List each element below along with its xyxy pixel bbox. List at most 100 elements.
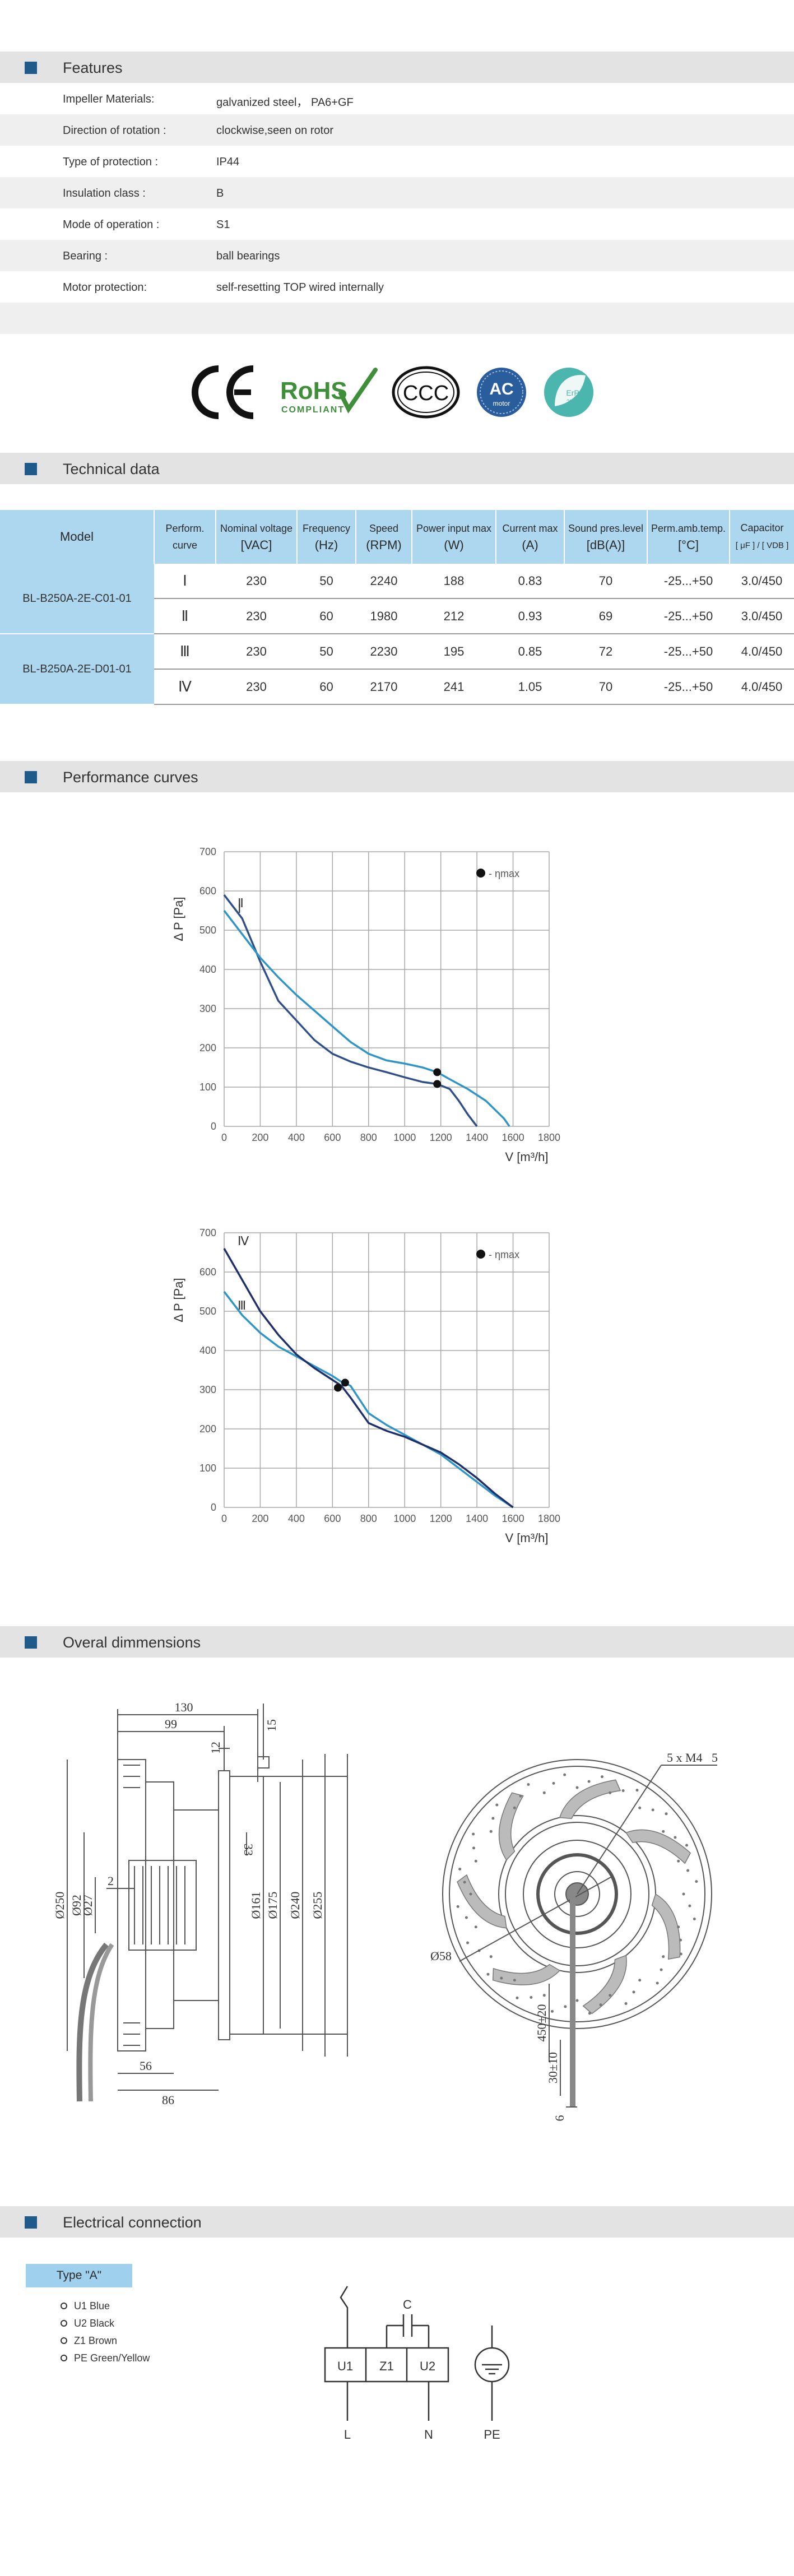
- table-cell: 230: [216, 564, 297, 599]
- table-cell: -25...+50: [647, 598, 730, 634]
- table-row: Ⅱ 230 60 1980 212 0.93 69 -25...+50 3.0/…: [0, 598, 794, 634]
- rivet: [665, 1812, 668, 1816]
- rivet: [609, 1994, 612, 1997]
- x-tick-label: 1600: [502, 1132, 524, 1143]
- x-tick-label: 1000: [393, 1513, 416, 1524]
- section-marker: [25, 1636, 37, 1649]
- x-tick-label: 200: [252, 1132, 268, 1143]
- column-header: Power input max (W): [412, 510, 496, 564]
- x-tick-label: 1800: [538, 1513, 560, 1524]
- leaf-icon: [555, 375, 586, 406]
- table-row: Ⅳ 230 60 2170 241 1.05 70 -25...+50 4.0/…: [0, 669, 794, 705]
- table-cell: 195: [412, 634, 496, 670]
- table-cell: 60: [297, 598, 356, 634]
- rivet: [599, 2003, 602, 2007]
- rivet: [486, 1972, 490, 1976]
- feature-key: Insulation class :: [63, 187, 146, 199]
- section-marker: [25, 463, 37, 475]
- feature-row: Motor protection: self-resetting TOP wir…: [0, 271, 794, 303]
- feature-value: B: [216, 187, 224, 199]
- feature-row: Insulation class : B: [0, 177, 794, 208]
- rivet: [519, 1794, 522, 1798]
- dim-label: 5 x M4: [667, 1751, 703, 1765]
- blade-shape: [651, 1893, 681, 1960]
- rivet: [679, 1938, 682, 1942]
- dim-label: 33: [242, 1844, 256, 1856]
- rohs-sub-text: COMPLIANT: [281, 405, 345, 415]
- x-axis-label: V [m³/h]: [505, 1150, 548, 1164]
- x-tick-label: 1400: [466, 1513, 488, 1524]
- performance-title: Performance curves: [63, 769, 198, 786]
- wire-label: Z1 Brown: [74, 2335, 118, 2346]
- ce-logo-text: CE: [191, 359, 203, 361]
- feature-key: Motor protection:: [63, 281, 147, 294]
- rivet: [458, 1868, 462, 1871]
- dim-label: Ø250: [53, 1892, 67, 1919]
- rivet: [513, 1979, 516, 1982]
- rivet: [624, 2002, 628, 2005]
- erp-logo: ErP 2015: [544, 368, 593, 417]
- rivet: [662, 1955, 665, 1958]
- wire-label: U2 Black: [74, 2318, 115, 2329]
- rivet: [677, 1859, 680, 1863]
- list-item: U1 Blue: [61, 2297, 150, 2315]
- rivet: [662, 1830, 665, 1833]
- certification-logos: CE RoHS COMPLIANT CCC AC motor ErP 2015: [191, 359, 593, 419]
- erp-text: ErP: [566, 388, 579, 397]
- x-tick-label: 1200: [430, 1132, 452, 1143]
- y-tick-label: 0: [211, 1502, 216, 1513]
- blade-shape: [457, 1874, 507, 1929]
- blade-shape: [582, 1955, 627, 2015]
- table-cell: 72: [564, 634, 647, 670]
- feature-key: Mode of operation :: [63, 219, 160, 231]
- feature-key: Direction of rotation :: [63, 124, 166, 137]
- feature-value: self-resetting TOP wired internally: [216, 281, 384, 294]
- table-cell: 212: [412, 598, 496, 634]
- model-cell: BL-B250A-2E-C01-01: [0, 564, 154, 634]
- curve-cell: Ⅲ: [154, 634, 216, 670]
- terminal-u1: U1: [337, 2359, 353, 2373]
- technical-section-header: Technical data: [0, 453, 794, 484]
- eta-max-point: [433, 1068, 442, 1076]
- x-tick-label: 800: [360, 1513, 377, 1524]
- table-cell: 241: [412, 669, 496, 705]
- y-axis-label: Δ P [Pa]: [171, 897, 185, 941]
- rivet: [551, 2009, 554, 2013]
- column-header: Nominal voltage [VAC]: [216, 510, 298, 564]
- rivet: [688, 1904, 691, 1907]
- y-tick-label: 400: [199, 964, 216, 975]
- rivet: [542, 1791, 546, 1794]
- curve-cell: Ⅳ: [154, 669, 216, 705]
- terminal-u2: U2: [420, 2359, 435, 2373]
- x-tick-label: 1600: [502, 1513, 524, 1524]
- rivet: [600, 1775, 603, 1779]
- y-tick-label: 200: [199, 1042, 216, 1053]
- x-tick-label: 1400: [466, 1132, 488, 1143]
- x-tick-label: 1200: [430, 1513, 452, 1524]
- section-marker: [25, 771, 37, 783]
- ground-label: PE: [484, 2428, 500, 2442]
- x-tick-label: 400: [288, 1513, 305, 1524]
- table-cell: 2240: [356, 564, 412, 599]
- dim-label: 15: [264, 1719, 278, 1732]
- rivet: [588, 2012, 591, 2015]
- feature-value: ball bearings: [216, 250, 280, 262]
- rivet: [564, 2005, 567, 2008]
- feature-row: Impeller Materials: galvanized steel， PA…: [0, 83, 794, 114]
- y-tick-label: 100: [199, 1082, 216, 1093]
- feature-value: galvanized steel， PA6+GF: [216, 96, 354, 109]
- rivet: [472, 1832, 475, 1836]
- rivet: [489, 1955, 493, 1958]
- series-label: Ⅰ: [238, 902, 242, 916]
- rivet: [469, 1892, 472, 1896]
- rivet: [685, 1844, 688, 1847]
- column-header: Capacitor[ μF ] / [ VDB ]: [730, 510, 794, 564]
- rivet: [575, 1786, 579, 1789]
- dim-label: 2: [108, 1874, 114, 1888]
- section-marker: [25, 2216, 37, 2229]
- rivet: [495, 1803, 499, 1807]
- feature-row: Mode of operation : S1: [0, 208, 794, 240]
- table-cell: 2170: [356, 669, 412, 705]
- y-tick-label: 700: [199, 1227, 216, 1238]
- feature-value: IP44: [216, 156, 240, 168]
